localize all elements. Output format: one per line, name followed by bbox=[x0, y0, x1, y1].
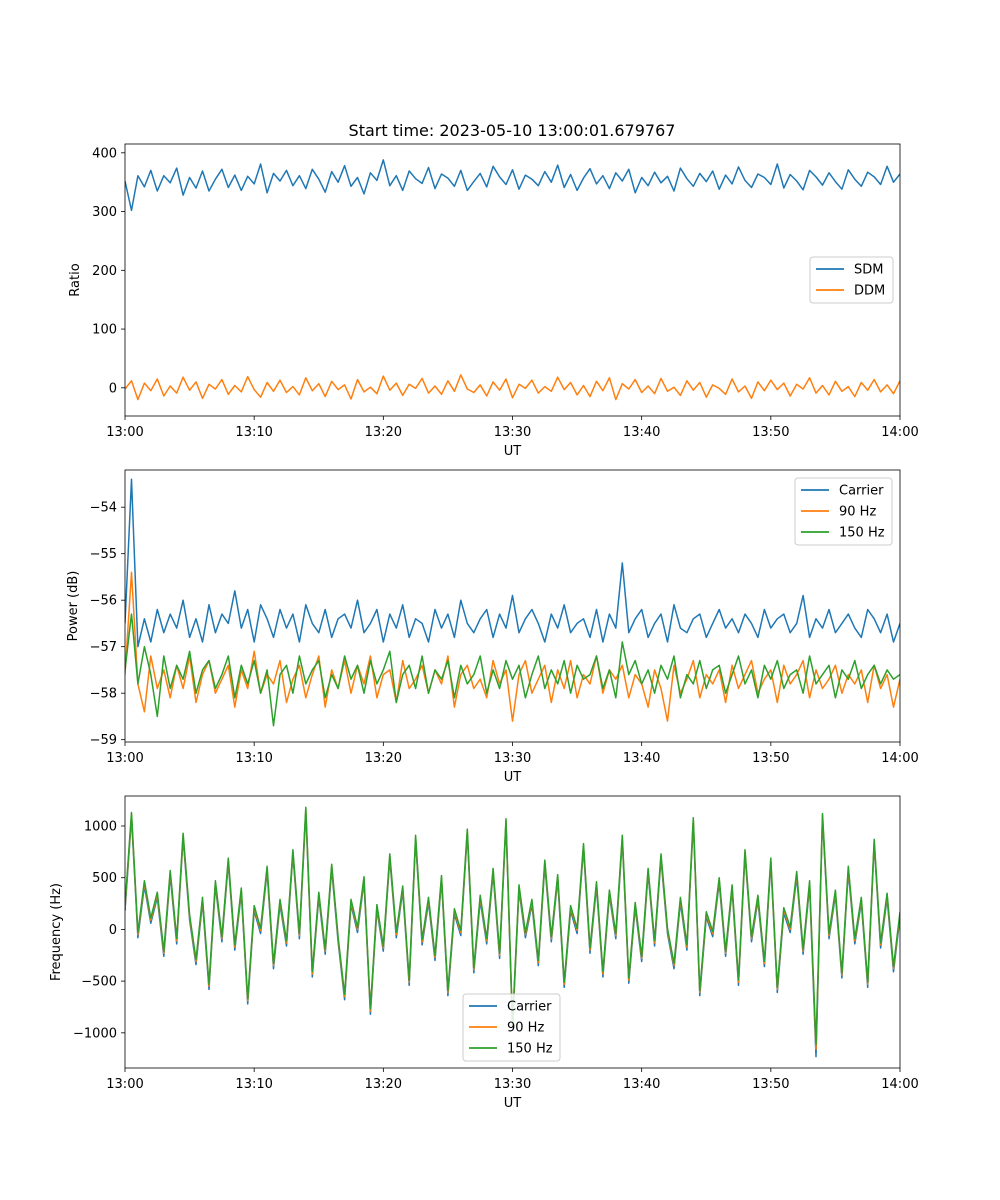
y-tick-label: 200 bbox=[92, 264, 117, 279]
legend-label: DDM bbox=[854, 284, 885, 299]
legend-label: Carrier bbox=[839, 484, 884, 499]
series-line-90-hz bbox=[125, 571, 900, 722]
x-tick-label: 13:10 bbox=[235, 425, 272, 440]
x-tick-label: 13:00 bbox=[106, 425, 143, 440]
legend: Carrier 90 Hz 150 Hz bbox=[794, 477, 893, 546]
y-tick-label: −1000 bbox=[73, 1026, 117, 1041]
y-tick-label: 300 bbox=[92, 205, 117, 220]
y-tick-label: −56 bbox=[90, 594, 117, 609]
y-tick-label: −59 bbox=[90, 733, 117, 748]
y-axis-label: Ratio bbox=[68, 263, 83, 296]
x-tick-label: 13:50 bbox=[752, 1077, 789, 1092]
y-tick-label: −54 bbox=[90, 501, 117, 516]
subplot-3: 13:00 13:10 13:20 13:30 13:40 13:50 14:00 −1000… bbox=[49, 795, 919, 1111]
y-tick-label: 0 bbox=[109, 381, 117, 396]
x-tick-label: 13:40 bbox=[623, 1077, 660, 1092]
y-tick-label: −55 bbox=[90, 547, 117, 562]
series-line-carrier bbox=[125, 478, 900, 648]
x-tick-label: 14:00 bbox=[881, 1077, 918, 1092]
legend-label: 90 Hz bbox=[507, 1021, 544, 1036]
legend-label: 90 Hz bbox=[839, 505, 876, 520]
plots-container: 13:00 13:10 13:20 13:30 13:40 13:50 14:00 0 100 2… bbox=[49, 143, 919, 1111]
x-tick-label: 13:30 bbox=[494, 751, 531, 766]
y-tick-label: 1000 bbox=[84, 819, 117, 834]
x-tick-label: 13:40 bbox=[623, 425, 660, 440]
y-tick-label: −58 bbox=[90, 687, 117, 702]
legend-label: Carrier bbox=[507, 1000, 552, 1015]
x-tick-label: 14:00 bbox=[881, 751, 918, 766]
legend-label: 150 Hz bbox=[839, 526, 885, 541]
x-tick-label: 13:20 bbox=[365, 751, 402, 766]
x-tick-label: 13:30 bbox=[494, 425, 531, 440]
y-axis-label: Power (dB) bbox=[66, 571, 81, 642]
y-tick-label: −500 bbox=[81, 975, 117, 990]
y-tick-label: 400 bbox=[92, 146, 117, 161]
series-group bbox=[125, 159, 900, 401]
x-axis-label: UT bbox=[504, 444, 522, 459]
y-tick-label: 500 bbox=[92, 871, 117, 886]
y-tick-label: 100 bbox=[92, 323, 117, 338]
y-axis-label: Frequency (Hz) bbox=[49, 883, 64, 981]
legend-box bbox=[794, 477, 893, 546]
subplot-2: 13:00 13:10 13:20 13:30 13:40 13:50 14:00 −59 −5… bbox=[66, 469, 919, 785]
series-line-ddm bbox=[125, 374, 900, 401]
legend: SDM DDM bbox=[809, 256, 894, 304]
x-tick-label: 13:00 bbox=[106, 751, 143, 766]
x-tick-label: 13:30 bbox=[494, 1077, 531, 1092]
x-tick-label: 13:50 bbox=[752, 751, 789, 766]
x-tick-label: 13:10 bbox=[235, 751, 272, 766]
legend-label: SDM bbox=[854, 263, 883, 278]
legend: Carrier 90 Hz 150 Hz bbox=[462, 993, 561, 1062]
x-tick-label: 14:00 bbox=[881, 425, 918, 440]
series-group bbox=[125, 478, 900, 727]
x-tick-label: 13:40 bbox=[623, 751, 660, 766]
y-tick-label: 0 bbox=[109, 923, 117, 938]
series-line-150-hz bbox=[125, 613, 900, 727]
x-tick-label: 13:20 bbox=[365, 425, 402, 440]
x-tick-label: 13:10 bbox=[235, 1077, 272, 1092]
x-tick-label: 13:50 bbox=[752, 425, 789, 440]
x-tick-label: 13:00 bbox=[106, 1077, 143, 1092]
subplot-1: 13:00 13:10 13:20 13:30 13:40 13:50 14:00 0 100 2… bbox=[68, 143, 919, 459]
y-tick-label: −57 bbox=[90, 640, 117, 655]
x-axis-label: UT bbox=[504, 1096, 522, 1111]
x-tick-label: 13:20 bbox=[365, 1077, 402, 1092]
figure-title: Start time: 2023-05-10 13:00:01.679767 bbox=[349, 121, 676, 140]
series-line-sdm bbox=[125, 159, 900, 212]
legend-box bbox=[462, 993, 561, 1062]
legend-label: 150 Hz bbox=[507, 1042, 553, 1057]
x-axis-label: UT bbox=[504, 770, 522, 785]
